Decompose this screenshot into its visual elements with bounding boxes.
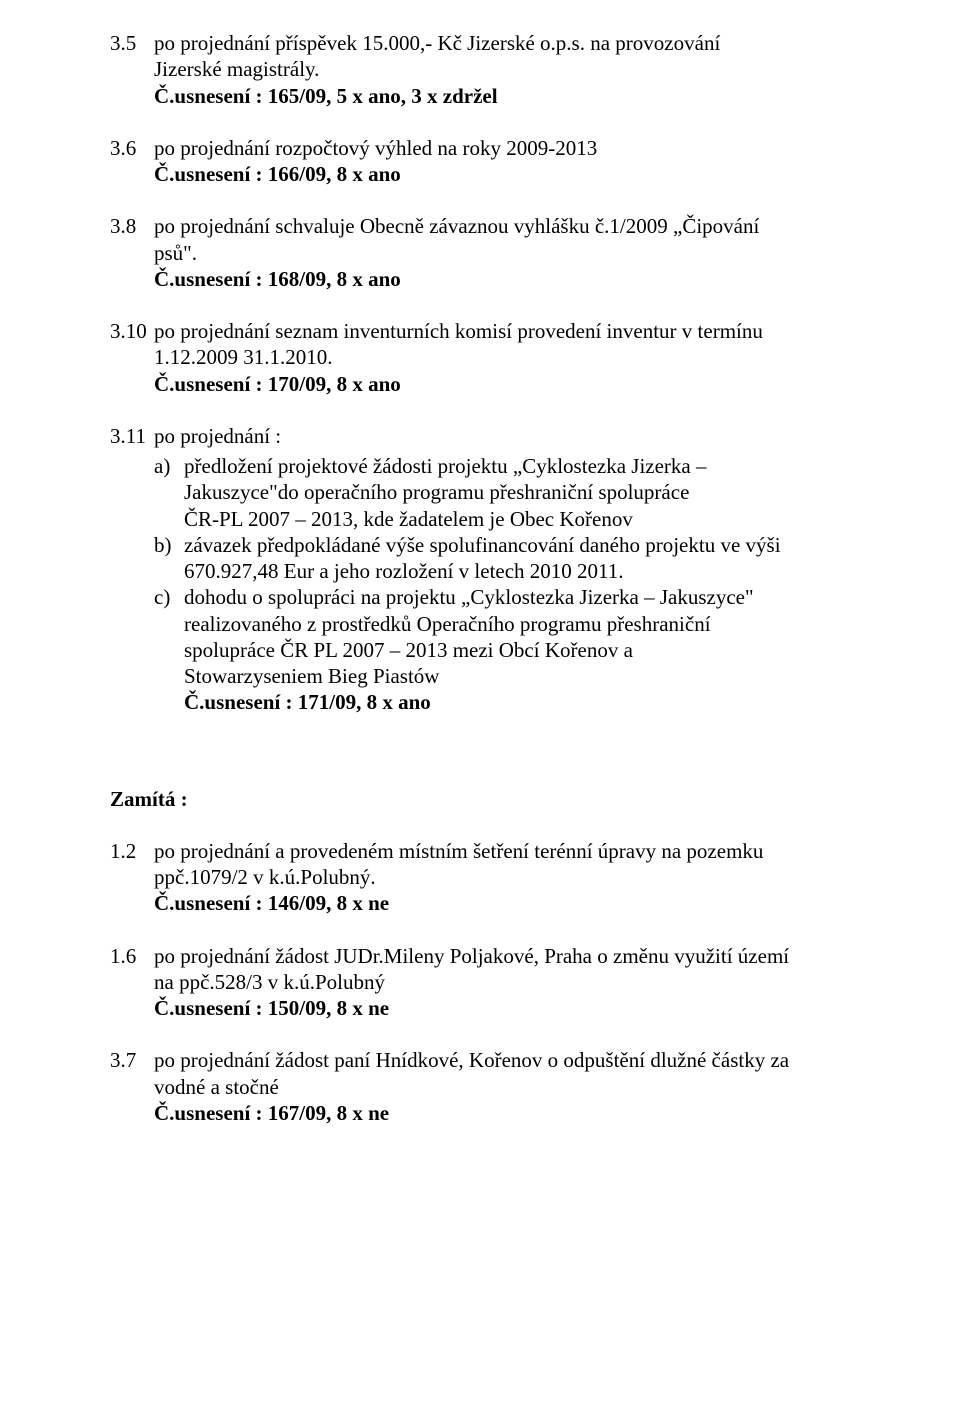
sub-line: dohodu o spolupráci na projektu „Cyklost…	[184, 584, 850, 610]
sub-line: realizovaného z prostředků Operačního pr…	[184, 611, 850, 637]
sub-line: spolupráce ČR PL 2007 – 2013 mezi Obcí K…	[184, 637, 850, 663]
item-number: 3.7	[110, 1047, 154, 1073]
item-line: 1.12.2009 31.1.2010.	[154, 344, 850, 370]
item-number: 1.6	[110, 943, 154, 969]
item-line: na ppč.528/3 v k.ú.Polubný	[154, 969, 850, 995]
item-line: po projednání seznam inventurních komisí…	[154, 318, 850, 344]
item-3-10: 3.10 po projednání seznam inventurních k…	[110, 318, 850, 397]
item-line: po projednání žádost JUDr.Mileny Poljako…	[154, 943, 850, 969]
sub-marker-c: c)	[154, 584, 184, 610]
item-number: 3.10	[110, 318, 154, 344]
sub-line: Jakuszyce"do operačního programu přeshra…	[184, 479, 850, 505]
resolution-line: Č.usnesení : 167/09, 8 x ne	[154, 1100, 850, 1126]
item-line: Jizerské magistrály.	[154, 56, 850, 82]
resolution-line: Č.usnesení : 150/09, 8 x ne	[154, 995, 850, 1021]
item-line: po projednání :	[154, 423, 850, 449]
item-line: po projednání žádost paní Hnídkové, Koře…	[154, 1047, 850, 1073]
item-1-2: 1.2 po projednání a provedeném místním š…	[110, 838, 850, 917]
item-line: po projednání a provedeném místním šetře…	[154, 838, 850, 864]
resolution-line: Č.usnesení : 168/09, 8 x ano	[154, 266, 850, 292]
item-line: po projednání schvaluje Obecně závaznou …	[154, 213, 850, 239]
resolution-line: Č.usnesení : 146/09, 8 x ne	[154, 890, 850, 916]
sub-line: Stowarzyseniem Bieg Piastów	[184, 663, 850, 689]
sub-line: ČR-PL 2007 – 2013, kde žadatelem je Obec…	[184, 506, 850, 532]
resolution-line: Č.usnesení : 170/09, 8 x ano	[154, 371, 850, 397]
resolution-line: Č.usnesení : 171/09, 8 x ano	[154, 689, 850, 715]
item-3-7: 3.7 po projednání žádost paní Hnídkové, …	[110, 1047, 850, 1126]
sub-line: předložení projektové žádosti projektu „…	[184, 453, 850, 479]
item-line: po projednání příspěvek 15.000,- Kč Jize…	[154, 30, 850, 56]
section-title-zamita: Zamítá :	[110, 786, 850, 812]
item-line: psů".	[154, 240, 850, 266]
item-3-5: 3.5 po projednání příspěvek 15.000,- Kč …	[110, 30, 850, 109]
item-1-6: 1.6 po projednání žádost JUDr.Mileny Pol…	[110, 943, 850, 1022]
item-line: vodné a stočné	[154, 1074, 850, 1100]
item-number: 3.8	[110, 213, 154, 239]
item-number: 3.11	[110, 423, 154, 449]
item-line: ppč.1079/2 v k.ú.Polubný.	[154, 864, 850, 890]
sub-line: závazek předpokládané výše spolufinancov…	[184, 532, 850, 558]
sub-marker-b: b)	[154, 532, 184, 558]
resolution-line: Č.usnesení : 166/09, 8 x ano	[154, 161, 850, 187]
resolution-line: Č.usnesení : 165/09, 5 x ano, 3 x zdržel	[154, 83, 850, 109]
item-line: po projednání rozpočtový výhled na roky …	[154, 135, 850, 161]
item-number: 3.5	[110, 30, 154, 56]
sub-marker-a: a)	[154, 453, 184, 479]
item-3-11: 3.11 po projednání : a) předložení proje…	[110, 423, 850, 716]
item-3-6: 3.6 po projednání rozpočtový výhled na r…	[110, 135, 850, 188]
sub-line: 670.927,48 Eur a jeho rozložení v letech…	[184, 558, 850, 584]
item-3-8: 3.8 po projednání schvaluje Obecně závaz…	[110, 213, 850, 292]
item-number: 1.2	[110, 838, 154, 864]
item-number: 3.6	[110, 135, 154, 161]
